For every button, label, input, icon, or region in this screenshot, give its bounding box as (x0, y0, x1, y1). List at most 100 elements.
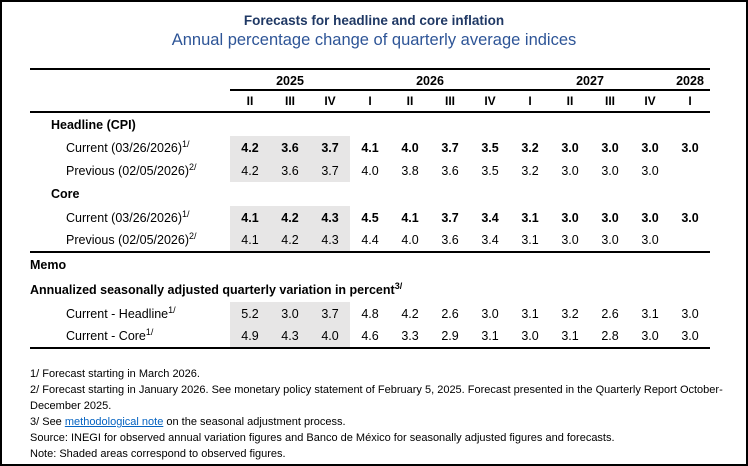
value-cell: 3.1 (641, 306, 659, 321)
value-cell: 3.6 (270, 159, 310, 182)
value-cell: 4.4 (350, 229, 391, 253)
table-row: Current - Headline1/ 5.2 3.0 3.7 4.8 4.2… (30, 302, 710, 325)
value-cell: 2.6 (601, 306, 619, 321)
quarter-header: II (390, 90, 431, 113)
value-cell: 4.3 (310, 229, 351, 253)
value-cell: 3.0 (681, 140, 699, 155)
value-cell: 3.0 (681, 306, 699, 321)
source-note: Source: INEGI for observed annual variat… (30, 432, 615, 444)
value-cell: 3.7 (310, 302, 351, 325)
value-cell: 2.9 (430, 325, 471, 349)
value-cell: 4.2 (270, 206, 310, 229)
value-cell: 4.1 (230, 229, 270, 253)
value-cell: 3.0 (641, 210, 659, 225)
quarter-header: I (350, 90, 391, 113)
value-cell: 3.0 (550, 229, 591, 253)
quarter-header: IV (630, 90, 671, 113)
value-cell: 3.0 (601, 210, 619, 225)
page-subtitle: Annual percentage change of quarterly av… (171, 31, 577, 49)
value-cell: 3.0 (641, 140, 659, 155)
quarter-header: III (430, 90, 471, 113)
value-cell: 3.7 (310, 159, 351, 182)
footnote-marker: 2/ (189, 161, 197, 172)
year-header: 2026 (350, 69, 511, 91)
quarter-header-row: II III IV I II III IV I II III IV I (30, 90, 711, 113)
year-header-row: 2025 2026 2027 2028 (30, 69, 711, 91)
value-cell: 3.7 (441, 140, 459, 155)
table-row: Current (03/26/2026)1/ 4.2 3.6 3.7 4.1 4… (30, 136, 710, 159)
year-header: 2028 (670, 69, 711, 91)
value-cell: 3.2 (521, 163, 539, 178)
value-cell: 4.0 (401, 140, 419, 155)
value-cell: 3.0 (630, 325, 671, 349)
value-cell: 4.3 (270, 325, 310, 349)
value-cell: 3.0 (510, 325, 551, 349)
shading-note: Note: Shaded areas correspond to observe… (30, 448, 286, 460)
value-cell: 3.1 (550, 325, 591, 349)
value-cell: 3.1 (470, 325, 511, 349)
value-cell: 5.2 (230, 302, 270, 325)
footnote-marker: 2/ (189, 230, 197, 241)
value-cell: 3.0 (670, 325, 711, 349)
value-cell: 3.5 (481, 140, 499, 155)
value-cell: 4.0 (310, 325, 351, 349)
row-label: Current - Headline1/ (66, 304, 176, 321)
value-cell: 3.0 (481, 306, 499, 321)
quarter-header: III (270, 90, 310, 113)
value-cell: 3.1 (521, 210, 539, 225)
value-cell (670, 159, 710, 182)
value-cell: 3.1 (521, 306, 539, 321)
value-cell (670, 229, 711, 253)
quarter-header: IV (310, 90, 351, 113)
value-cell: 3.0 (601, 140, 619, 155)
section-heading: Headline (CPI) (51, 117, 136, 132)
table-row: Previous (02/05/2026)2/ 4.1 4.2 4.3 4.4 … (30, 229, 711, 253)
footnote-marker: 3/ (394, 280, 403, 291)
value-cell: 2.6 (441, 306, 459, 321)
value-cell: 3.2 (561, 306, 579, 321)
memo-subheading-row: Annualized seasonally adjusted quarterly… (30, 277, 710, 302)
methodological-note-link[interactable]: methodological note (64, 416, 164, 428)
footnote-marker: 1/ (182, 138, 190, 149)
value-cell: 3.0 (270, 302, 310, 325)
section-heading-row: Headline (CPI) (30, 112, 710, 136)
value-cell: 3.0 (641, 163, 659, 178)
value-cell: 3.4 (481, 210, 499, 225)
value-cell: 3.0 (630, 229, 671, 253)
row-label: Current - Core1/ (30, 325, 230, 349)
footnote-2: 2/ Forecast starting in January 2026. Se… (30, 384, 723, 412)
value-cell: 3.1 (510, 229, 551, 253)
value-cell: 3.6 (441, 163, 459, 178)
quarter-header: III (590, 90, 631, 113)
footnote-3: 3/ See methodological note on the season… (30, 416, 346, 428)
value-cell: 3.6 (430, 229, 471, 253)
row-label: Current (03/26/2026)1/ (66, 208, 190, 225)
value-cell: 3.0 (561, 210, 579, 225)
footnote-marker: 1/ (168, 304, 176, 315)
value-cell: 4.8 (361, 306, 379, 321)
value-cell: 4.1 (361, 140, 379, 155)
value-cell: 4.6 (350, 325, 391, 349)
value-cell: 3.5 (481, 163, 499, 178)
value-cell: 3.6 (270, 136, 310, 159)
section-heading-row: Core (30, 182, 710, 206)
value-cell: 3.7 (310, 136, 351, 159)
year-header: 2027 (510, 69, 671, 91)
corner-cell (30, 90, 230, 113)
value-cell: 4.1 (401, 210, 419, 225)
value-cell: 3.0 (601, 163, 619, 178)
quarter-header: II (230, 90, 270, 113)
footnote-marker: 1/ (182, 208, 190, 219)
quarter-header: II (550, 90, 591, 113)
table-row: Current - Core1/ 4.9 4.3 4.0 4.6 3.3 2.9… (30, 325, 711, 349)
row-label: Current (03/26/2026)1/ (66, 138, 190, 155)
corner-cell (30, 69, 230, 90)
value-cell: 3.4 (470, 229, 511, 253)
footnote-1: 1/ Forecast starting in March 2026. (30, 368, 200, 380)
memo-heading-row: Memo (30, 252, 710, 277)
quarter-header: IV (470, 90, 511, 113)
footnote-marker: 1/ (145, 326, 154, 337)
value-cell: 4.2 (401, 306, 419, 321)
value-cell: 3.2 (521, 140, 539, 155)
